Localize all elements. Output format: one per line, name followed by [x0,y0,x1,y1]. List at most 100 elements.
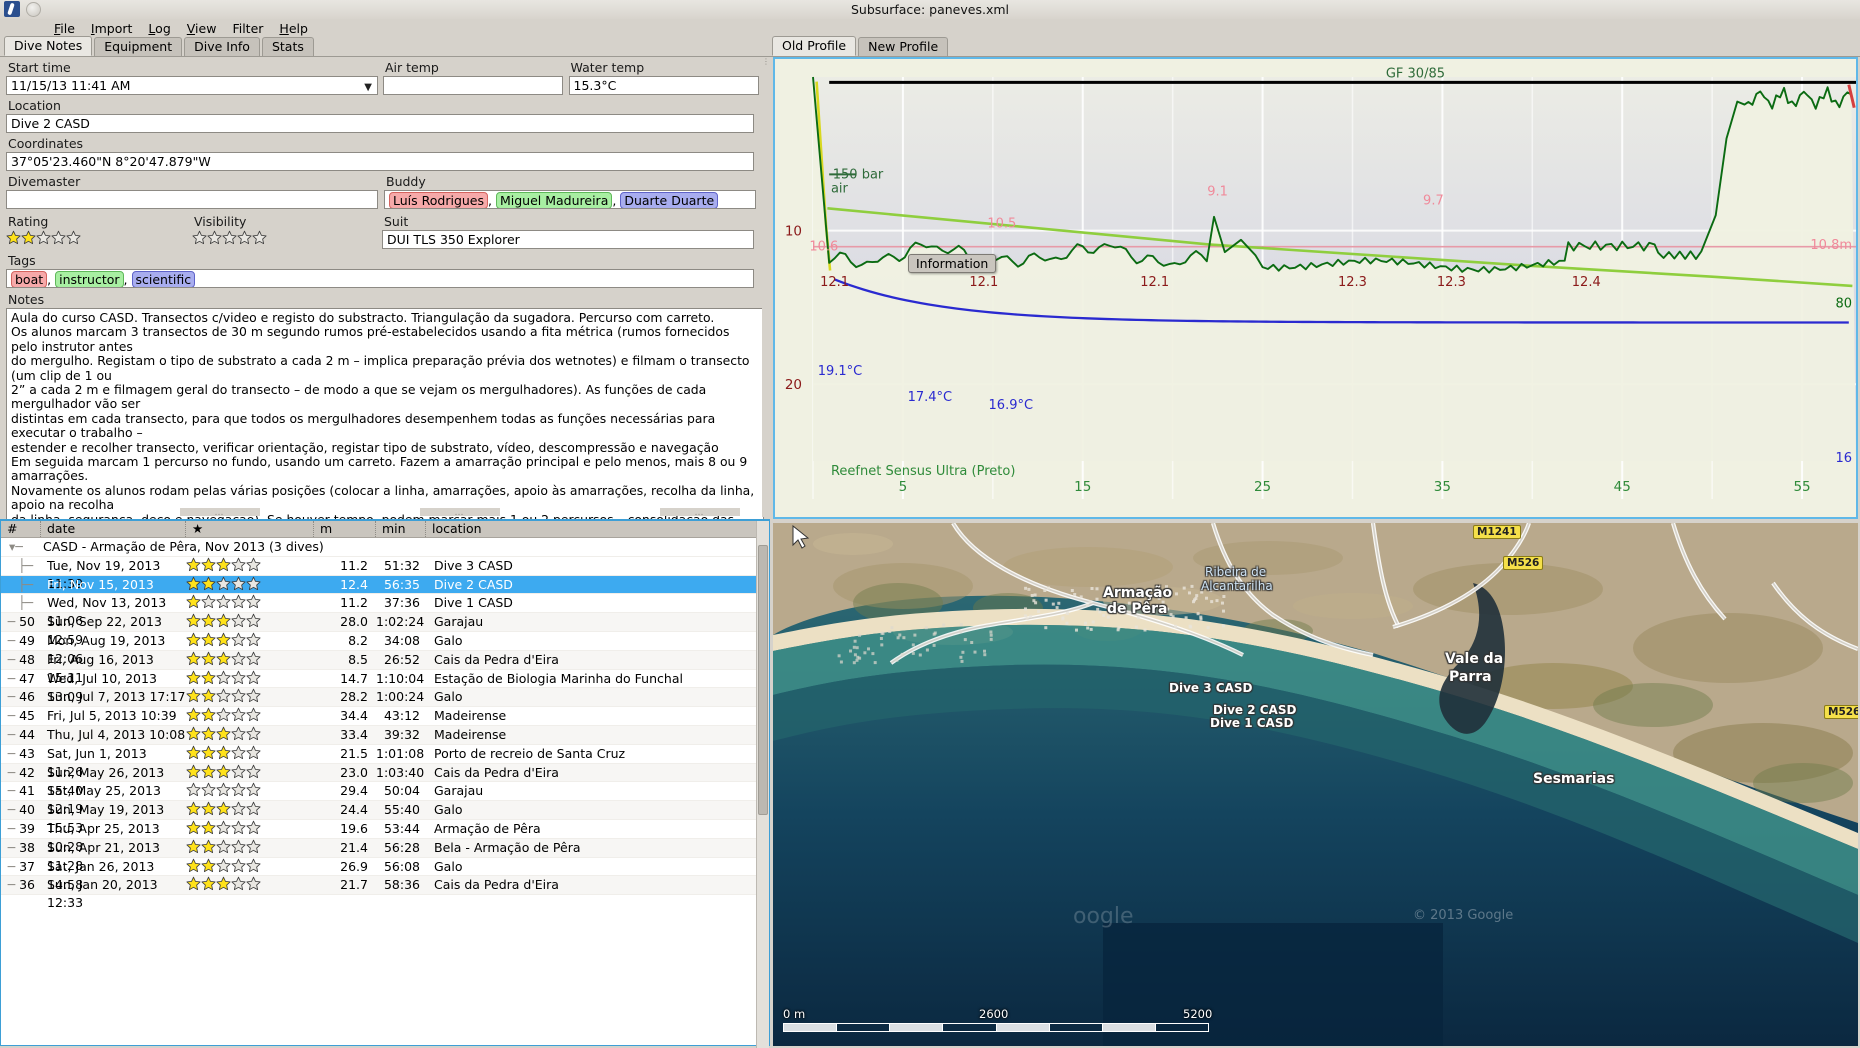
menu-item-help[interactable]: Help [271,20,316,37]
menu-item-filter[interactable]: Filter [224,20,271,37]
table-row[interactable]: ─ 43 Sat, Jun 1, 2013 11:26 21.5 1:01:08 Port… [1,745,769,764]
depth-annotation: 12.4 [1572,275,1601,290]
buddy-chip[interactable]: Miguel Madureira [496,192,612,209]
divemaster-label: Divemaster [8,174,384,189]
cell-rating [186,576,314,594]
dive-list[interactable]: # date ★ m min location ▾─ CASD - Armaça… [0,519,770,1046]
buddy-chip[interactable]: Luís Rodrigues [389,192,488,209]
dive-profile-chart[interactable]: GF 30/85 150 bar air 10 20 12.1 12.1 12.1 12.3 12… [773,57,1858,519]
table-row[interactable]: ─ 38 Sun, Apr 21, 2013 11:28 21.4 56:28 Bela … [1,839,769,858]
tab-new-profile[interactable]: New Profile [858,37,948,56]
suit-input[interactable]: DUI TLS 350 Explorer [382,230,754,249]
dive-group-row[interactable]: ▾─ CASD - Armação de Pêra, Nov 2013 (3… [1,538,769,557]
suit-label: Suit [384,214,758,229]
tab-stats[interactable]: Stats [262,37,314,56]
tab-dive-notes[interactable]: Dive Notes [4,36,92,56]
tab-old-profile[interactable]: Old Profile [772,36,856,56]
star-icon [186,801,201,816]
coordinates-input[interactable]: 37°05'23.460"N 8°20'47.879"W [6,152,754,171]
star-icon [231,820,246,835]
table-row[interactable]: ─ 36 Sun, Jan 20, 2013 12:33 21.7 58:36 Cais … [1,876,769,895]
table-row[interactable]: ─ 47 Wed, Jul 10, 2013 13:09 14.7 1:10:04 Est… [1,670,769,689]
table-row[interactable]: ─ 37 Sat, Jan 26, 2013 14:58 26.9 56:08 Galo [1,858,769,877]
buddy-chip[interactable]: Duarte Duarte [620,192,718,209]
menu-item-view[interactable]: View [179,20,225,37]
cell-rating [186,801,314,819]
star-icon [231,651,246,666]
table-row[interactable]: ─ 48 Fri, Aug 16, 2013 15:11 8.5 26:52 Cais d… [1,651,769,670]
star-icon [246,576,261,591]
table-row[interactable]: ─ 39 Thu, Apr 25, 2013 10:28 19.6 53:44 Armac… [1,820,769,839]
map-canvas: oogle © 2013 Google [773,523,1858,1046]
map-view[interactable]: oogle © 2013 Google Armação de Pêra Ribe… [773,523,1858,1046]
column-header-location[interactable]: location [426,521,769,537]
star-icon [201,801,216,816]
column-header-date[interactable]: date [41,521,186,537]
map-label: Armação [1103,585,1172,601]
depth-annotation: 12.3 [1338,275,1367,290]
divemaster-input[interactable] [6,190,378,209]
map-scale-bar: 0 m 2600 5200 [783,1006,1213,1032]
star-icon [231,876,246,891]
vertical-splitter[interactable]: ⋮ [762,57,770,517]
table-row[interactable]: ─ 42 Sun, May 26, 2013 15:40 23.0 1:03:40 Cai… [1,764,769,783]
map-label: Vale da [1445,651,1503,667]
depth-axis-tick: 10 [785,224,802,240]
notes-line: Em seguida marcam 1 percurso no fundo, u… [11,455,759,484]
buddy-input[interactable]: Luís Rodrigues, Miguel Madureira, Duarte… [384,190,756,209]
notes-textarea[interactable]: Aula do curso CASD. Transectos c/video e… [6,308,764,532]
table-row[interactable]: ─ 46 Sun, Jul 7, 2013 17:17 28.2 1:00:24 Galo [1,688,769,707]
tags-input[interactable]: boat, instructor, scientific [6,269,754,288]
star-icon [21,230,36,245]
column-header-depth[interactable]: m [314,521,376,537]
table-row[interactable]: ├─ Wed, Nov 13, 2013 11:06 11.2 37:36 Dive 1… [1,594,769,613]
scrollbar-thumb[interactable] [758,545,768,815]
horizontal-splitter-mid[interactable]: … [420,508,500,516]
cell-depth: 11.2 [314,557,376,575]
cell-duration: 50:04 [376,782,426,800]
tab-equipment[interactable]: Equipment [94,37,182,56]
menu-item-import[interactable]: Import [83,20,141,37]
start-time-input[interactable]: 11/15/13 11:41 AM ▼ [6,76,378,95]
cell-number: ─ 48 [1,651,41,669]
dive-list-scrollbar[interactable] [756,521,769,1048]
table-row[interactable]: ─ 40 Sun, May 19, 2013 15:53 24.4 55:40 Galo [1,801,769,820]
tag-chip[interactable]: scientific [132,271,196,288]
horizontal-splitter-left[interactable]: … [180,508,260,516]
column-header-number[interactable]: # [1,521,41,537]
horizontal-splitter-right[interactable]: … [660,508,740,516]
tag-chip[interactable]: instructor [55,271,123,288]
table-row[interactable]: ├─ Fri, Nov 15, 2013 11:41 12.4 56:35 Dive 2… [1,576,769,595]
table-row[interactable]: ─ 45 Fri, Jul 5, 2013 10:39 34.4 43:12 Madeir… [1,707,769,726]
table-row[interactable]: ├─ Tue, Nov 19, 2013 11:39 11.2 51:32 Dive 3… [1,557,769,576]
star-icon [216,745,231,760]
star-icon [201,820,216,835]
cell-duration: 55:40 [376,801,426,819]
air-temp-input[interactable] [383,76,563,95]
table-row[interactable]: ─ 44 Thu, Jul 4, 2013 10:08 33.4 39:32 Madeir… [1,726,769,745]
cell-date: Wed, Nov 13, 2013 11:06 [41,594,186,612]
cell-number: ─ 49 [1,632,41,650]
menu-item-file[interactable]: FFileile [46,20,83,37]
information-button[interactable]: Information [908,254,996,273]
star-icon [207,230,222,245]
map-label: Parra [1449,669,1492,685]
table-row[interactable]: ─ 50 Sun, Sep 22, 2013 12:59 28.0 1:02:24 Gar… [1,613,769,632]
table-row[interactable]: ─ 49 Mon, Aug 19, 2013 12:06 8.2 34:08 Galo [1,632,769,651]
table-row[interactable]: ─ 41 Sat, May 25, 2013 12:19 29.4 50:04 Garaj… [1,782,769,801]
column-header-rating[interactable]: ★ [186,521,314,537]
star-icon [186,820,201,835]
tag-chip[interactable]: boat [11,271,47,288]
rating-stars[interactable] [6,230,192,245]
location-input[interactable]: Dive 2 CASD [6,114,754,133]
star-icon [216,613,231,628]
column-header-duration[interactable]: min [376,521,426,537]
cell-location: Galo [426,801,769,819]
visibility-stars[interactable] [192,230,382,245]
star-icon [201,745,216,760]
menu-item-log[interactable]: Log [140,20,178,37]
water-temp-input[interactable]: 15.3°C [569,76,759,95]
coordinates-label: Coordinates [8,136,764,151]
tab-dive-info[interactable]: Dive Info [184,37,260,56]
main-tab-strip: Dive Notes Equipment Dive Info Stats [0,38,770,57]
